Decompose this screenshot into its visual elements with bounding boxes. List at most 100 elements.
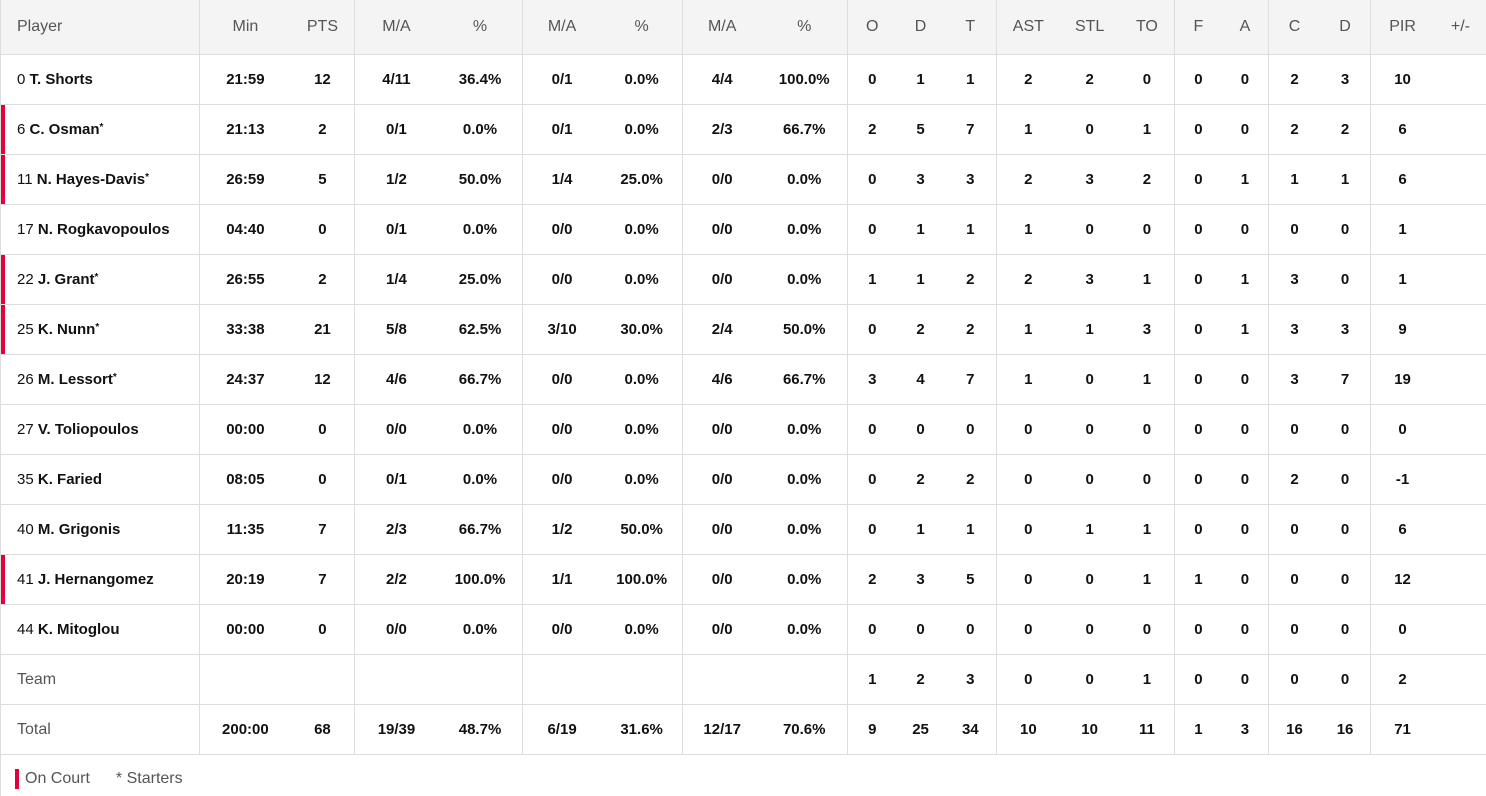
column-header[interactable]: STL bbox=[1059, 0, 1120, 55]
player-name[interactable]: T. Shorts bbox=[29, 71, 93, 88]
stat-cell: 21:59 bbox=[198, 54, 292, 105]
player-row: 40 M. Grigonis 11:35 7 2/3 66.7% 1/2 50.0% 0/0 0… bbox=[1, 504, 1486, 555]
column-header[interactable]: M/A bbox=[681, 0, 762, 55]
stat-cell: 0 bbox=[1174, 454, 1222, 505]
stat-cell bbox=[1433, 154, 1486, 205]
player-cell: 40 M. Grigonis bbox=[1, 504, 200, 555]
stat-cell: 0 bbox=[996, 504, 1060, 555]
stat-cell: 1 bbox=[1268, 154, 1320, 205]
column-header[interactable]: % bbox=[438, 0, 523, 55]
column-header[interactable]: M/A bbox=[353, 0, 439, 55]
player-name[interactable]: J. Hernangomez bbox=[37, 571, 154, 588]
legend-on-court: On Court bbox=[25, 770, 90, 787]
stat-cell: 0 bbox=[1059, 654, 1120, 705]
stat-cell: 1 bbox=[996, 204, 1060, 255]
stat-cell: 1 bbox=[1059, 304, 1120, 355]
column-header[interactable]: Min bbox=[198, 0, 292, 55]
column-header[interactable]: F bbox=[1174, 0, 1222, 55]
stat-cell: 0 bbox=[1119, 454, 1175, 505]
stat-cell: 2 bbox=[846, 104, 897, 155]
stat-cell: 0 bbox=[996, 454, 1060, 505]
legend: On Court * Starters bbox=[1, 755, 1486, 796]
stat-cell: 25.0% bbox=[438, 254, 523, 305]
stat-cell: 3 bbox=[1268, 354, 1320, 405]
team-row: Team 1 2 3 0 0 1 0 0 0 0 2 bbox=[1, 654, 1486, 705]
player-cell: 17 N. Rogkavopoulos bbox=[1, 204, 200, 255]
stat-cell: 36.4% bbox=[438, 54, 523, 105]
stat-cell: 68 bbox=[291, 704, 355, 755]
column-header[interactable]: O bbox=[846, 0, 897, 55]
stat-cell: 1 bbox=[896, 254, 945, 305]
legend-starters: * Starters bbox=[115, 770, 183, 787]
stat-cell: 0/1 bbox=[353, 204, 439, 255]
stat-cell: 1 bbox=[944, 504, 997, 555]
stat-cell: 0 bbox=[1221, 604, 1269, 655]
stat-cell bbox=[1433, 704, 1486, 755]
stat-cell: 1 bbox=[1221, 304, 1269, 355]
stat-cell: 0/0 bbox=[521, 354, 602, 405]
stat-cell: 0 bbox=[1319, 554, 1371, 605]
column-header[interactable]: D bbox=[896, 0, 945, 55]
stat-cell: 2 bbox=[944, 304, 997, 355]
stat-cell: 1 bbox=[1119, 254, 1175, 305]
column-header[interactable]: +/- bbox=[1433, 0, 1486, 55]
column-header[interactable]: PTS bbox=[291, 0, 355, 55]
player-name[interactable]: N. Rogkavopoulos bbox=[37, 221, 170, 238]
stat-cell: 0 bbox=[1319, 254, 1371, 305]
player-row: 41 J. Hernangomez 20:19 7 2/2 100.0% 1/1 100.0… bbox=[1, 554, 1486, 605]
player-name[interactable]: J. Grant bbox=[37, 271, 95, 288]
column-header[interactable]: D bbox=[1319, 0, 1371, 55]
column-header[interactable]: Player bbox=[1, 0, 200, 55]
stat-cell: 71 bbox=[1370, 704, 1434, 755]
column-header[interactable]: C bbox=[1268, 0, 1320, 55]
player-name[interactable]: N. Hayes-Davis bbox=[36, 171, 146, 188]
player-cell: 26 M. Lessort* bbox=[1, 354, 200, 405]
starter-marker: * bbox=[95, 322, 100, 333]
stat-cell: 0 bbox=[1059, 354, 1120, 405]
player-number: 35 bbox=[17, 471, 34, 488]
stat-cell: 26:59 bbox=[198, 154, 292, 205]
stat-cell: 25 bbox=[896, 704, 945, 755]
stat-cell: 100.0% bbox=[438, 554, 523, 605]
column-header[interactable]: TO bbox=[1119, 0, 1175, 55]
stat-cell: 0 bbox=[996, 604, 1060, 655]
player-name[interactable]: M. Lessort bbox=[37, 371, 113, 388]
column-header[interactable]: M/A bbox=[521, 0, 602, 55]
player-number: 22 bbox=[17, 271, 34, 288]
player-cell: 44 K. Mitoglou bbox=[1, 604, 200, 655]
total-row: Total 200:00 68 19/39 48.7% 6/19 31.6% 12/17 70.… bbox=[1, 704, 1486, 755]
column-header[interactable]: AST bbox=[996, 0, 1060, 55]
column-header[interactable]: T bbox=[944, 0, 997, 55]
stat-cell: 0/0 bbox=[681, 404, 762, 455]
stat-cell: 1 bbox=[944, 54, 997, 105]
stat-cell: 0 bbox=[1174, 654, 1222, 705]
stat-cell: 1 bbox=[1221, 254, 1269, 305]
player-name[interactable]: K. Mitoglou bbox=[37, 621, 120, 638]
stat-cell bbox=[1433, 104, 1486, 155]
stat-cell: 16 bbox=[1268, 704, 1320, 755]
stat-cell: 0 bbox=[1221, 354, 1269, 405]
stat-cell bbox=[353, 654, 439, 705]
column-header[interactable]: A bbox=[1221, 0, 1269, 55]
player-name[interactable]: C. Osman bbox=[29, 121, 100, 138]
stat-cell: 0 bbox=[1119, 54, 1175, 105]
stat-cell: 66.7% bbox=[438, 354, 523, 405]
stat-cell: 0 bbox=[996, 554, 1060, 605]
stat-cell: 3 bbox=[1059, 254, 1120, 305]
stat-cell: 0 bbox=[1059, 204, 1120, 255]
stat-cell: 4/11 bbox=[353, 54, 439, 105]
column-header[interactable]: PIR bbox=[1370, 0, 1434, 55]
stat-cell: 00:00 bbox=[198, 404, 292, 455]
stat-cell: 0/1 bbox=[521, 54, 602, 105]
player-name[interactable]: V. Toliopoulos bbox=[37, 421, 139, 438]
player-name[interactable]: K. Nunn bbox=[37, 321, 96, 338]
stat-cell: 19/39 bbox=[353, 704, 439, 755]
player-cell: 22 J. Grant* bbox=[1, 254, 200, 305]
stat-cell: 0.0% bbox=[438, 454, 523, 505]
stat-cell: 0 bbox=[1221, 404, 1269, 455]
player-name[interactable]: K. Faried bbox=[37, 471, 103, 488]
column-header[interactable]: % bbox=[761, 0, 848, 55]
player-name[interactable]: M. Grigonis bbox=[37, 521, 121, 538]
column-header[interactable]: % bbox=[601, 0, 683, 55]
stat-cell: 0.0% bbox=[601, 454, 683, 505]
